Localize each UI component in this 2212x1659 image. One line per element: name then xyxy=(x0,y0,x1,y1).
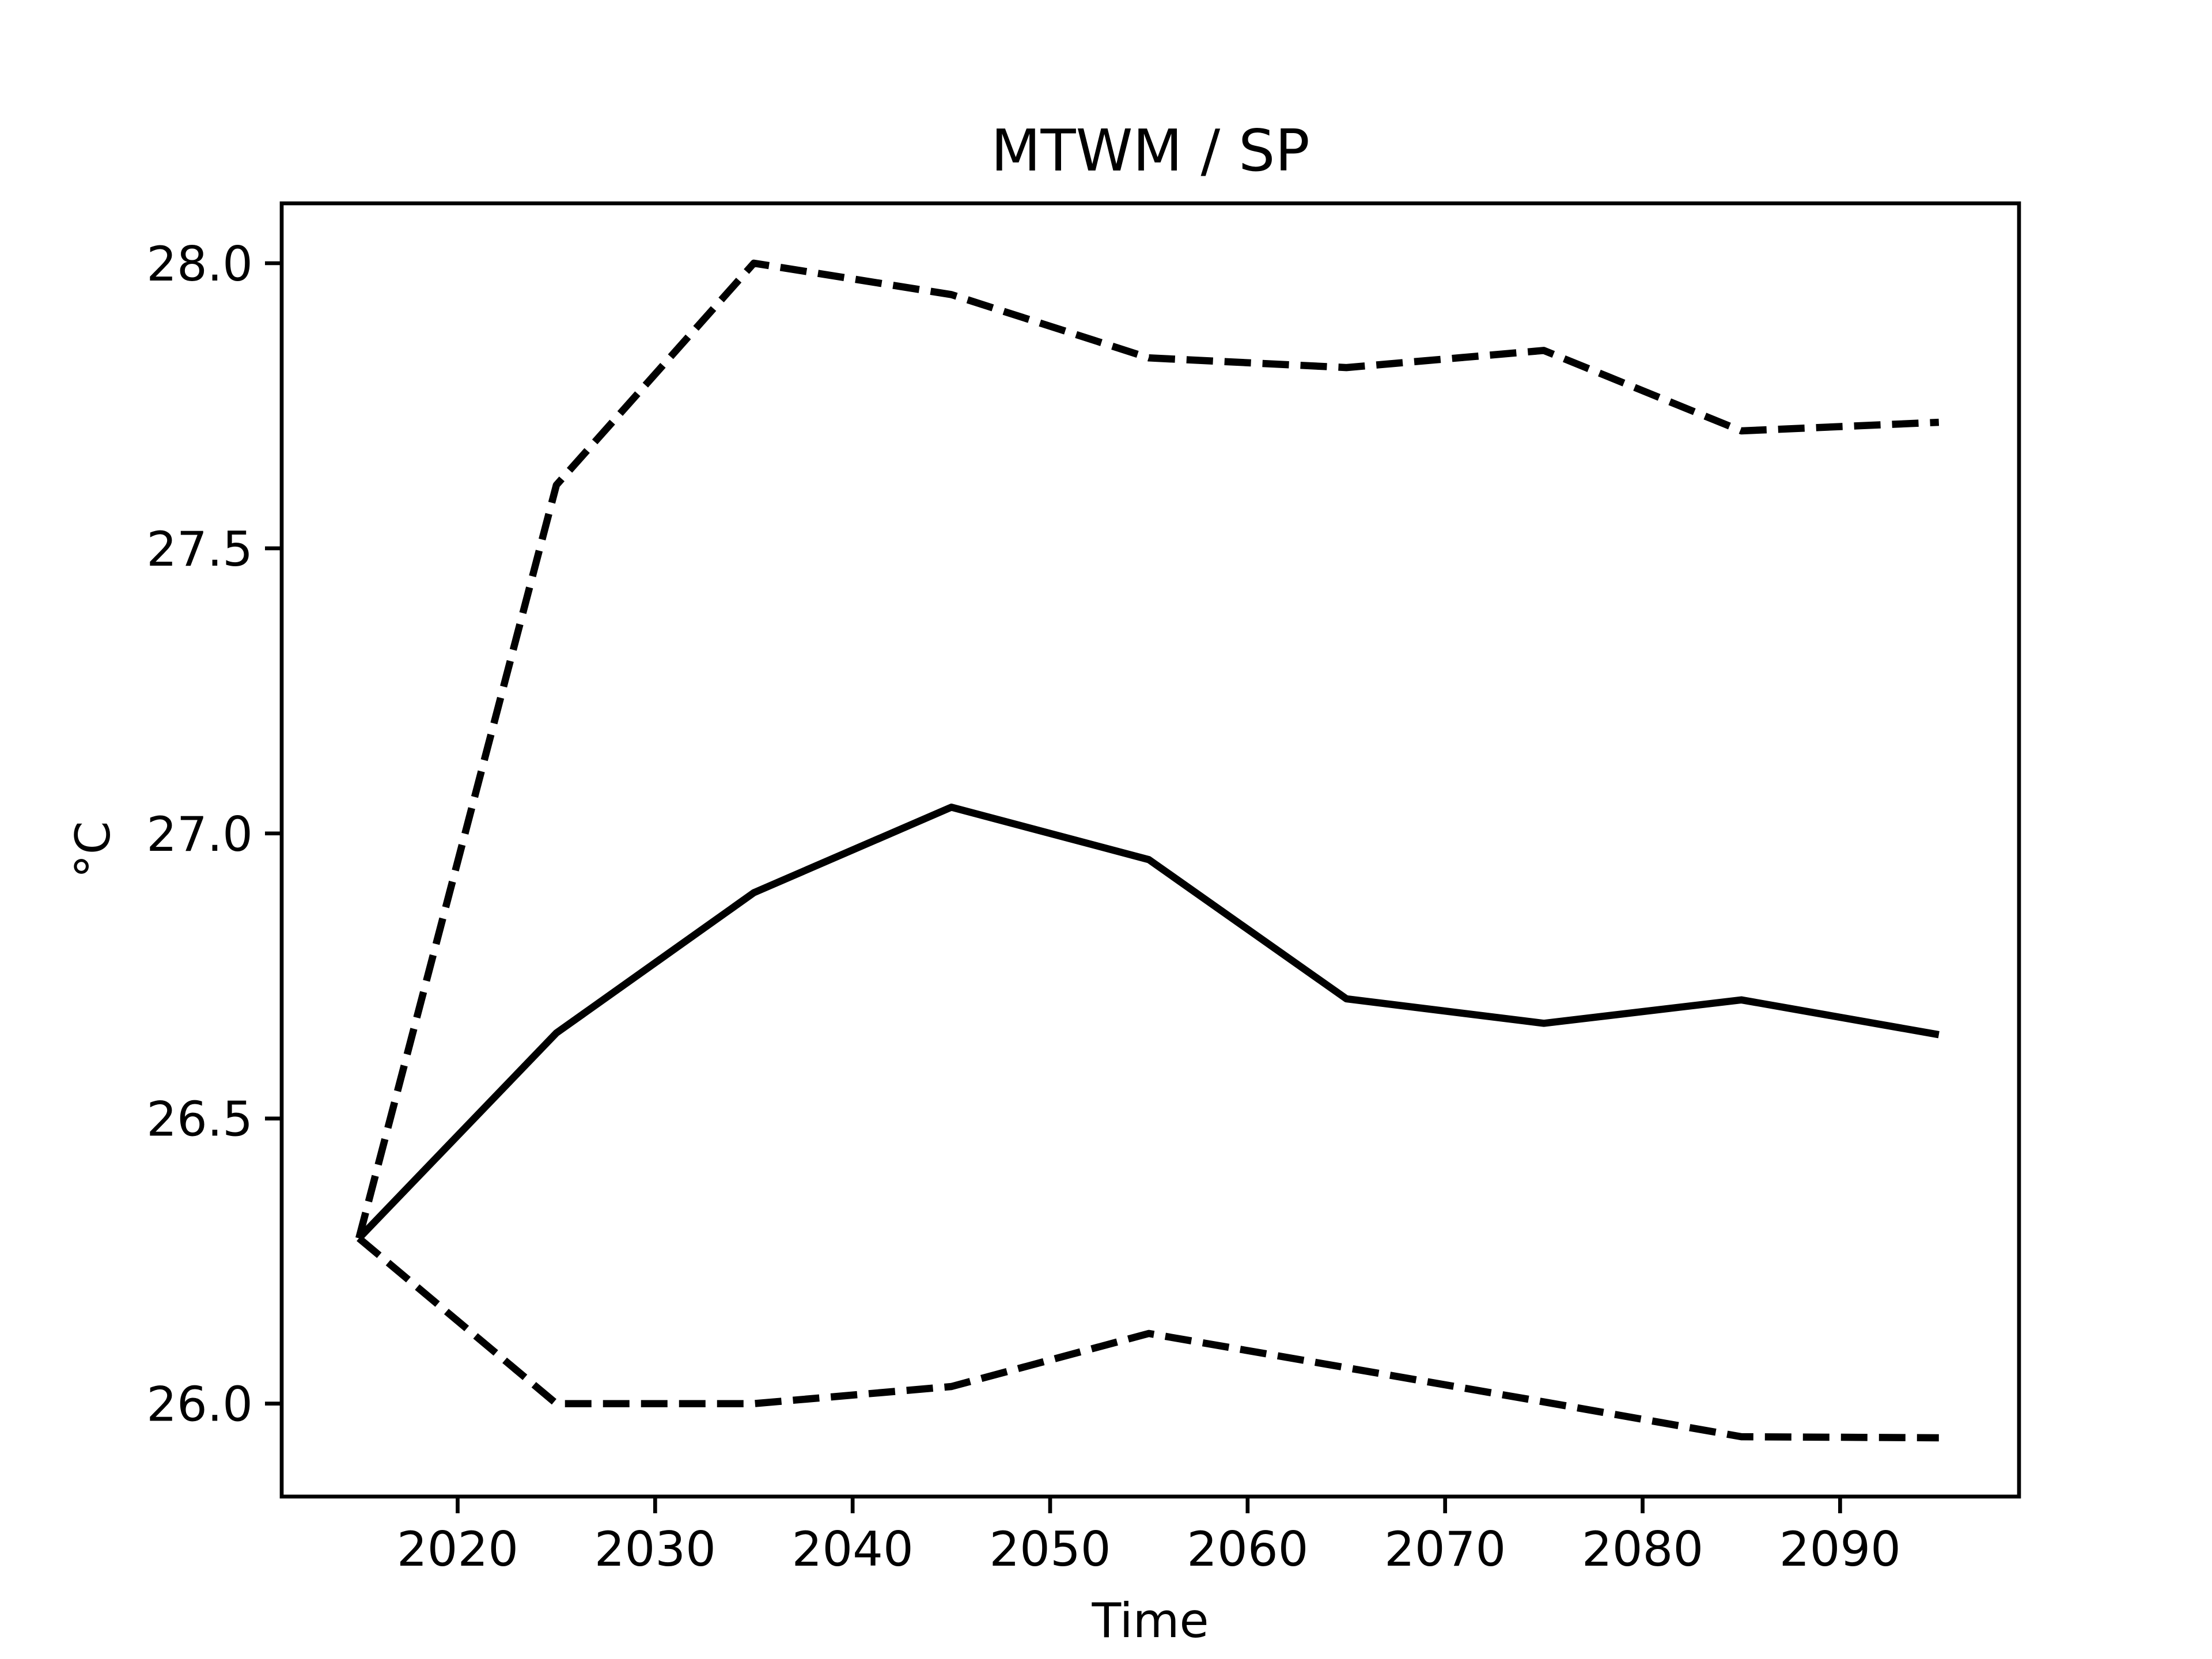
series-line xyxy=(356,804,1940,1241)
series-line xyxy=(357,1235,1939,1442)
x-tick-label: 2090 xyxy=(1779,1521,1901,1577)
x-tick-label: 2030 xyxy=(594,1521,716,1577)
x-tick-label: 2040 xyxy=(792,1521,914,1577)
x-tick-label: 2020 xyxy=(397,1521,518,1577)
y-axis-label: °C xyxy=(65,821,121,878)
y-tick-label: 28.0 xyxy=(146,236,253,292)
y-tick-label: 26.0 xyxy=(146,1377,253,1433)
series-line xyxy=(355,259,1940,1240)
x-tick-label: 2050 xyxy=(989,1521,1111,1577)
y-tick-label: 26.5 xyxy=(146,1092,253,1147)
chart-title: MTWM / SP xyxy=(991,117,1310,184)
x-axis-label: Time xyxy=(1091,1593,1209,1649)
x-tick-label: 2060 xyxy=(1187,1521,1308,1577)
x-tick-label: 2080 xyxy=(1582,1521,1703,1577)
plot-frame xyxy=(279,201,2021,1499)
x-tick-label: 2070 xyxy=(1384,1521,1506,1577)
y-tick-label: 27.5 xyxy=(146,521,253,577)
y-tick-label: 27.0 xyxy=(146,806,253,862)
